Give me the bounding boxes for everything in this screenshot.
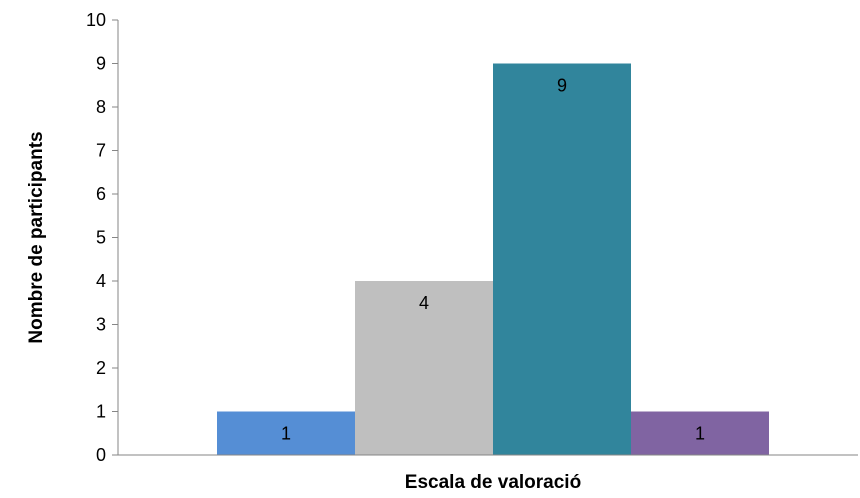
y-tick-label: 4 [96, 271, 106, 291]
y-tick-label: 6 [96, 184, 106, 204]
bar-series-2 [355, 281, 493, 455]
data-label-series-3: 9 [557, 76, 567, 96]
y-tick-label: 2 [96, 358, 106, 378]
bar-series-4 [631, 411, 769, 455]
y-tick-label: 3 [96, 315, 106, 335]
data-label-series-4: 1 [695, 424, 705, 444]
bar-series-3 [493, 63, 631, 455]
y-tick-label: 1 [96, 402, 106, 422]
y-tick-label: 10 [86, 10, 106, 30]
data-label-series-1: 1 [281, 424, 291, 444]
y-axis-title: Nombre de participants [26, 131, 47, 343]
data-label-group: 1 4 9 1 [281, 76, 705, 444]
bar-group [217, 63, 769, 455]
y-axis: 0 1 2 3 4 5 6 7 8 9 10 [86, 10, 119, 465]
y-tick-label: 7 [96, 141, 106, 161]
y-tick-label: 9 [96, 54, 106, 74]
x-axis-title: Escala de valoració [405, 472, 581, 493]
y-tick-label: 8 [96, 97, 106, 117]
bar-series-1 [217, 411, 355, 455]
y-tick-label: 5 [96, 228, 106, 248]
data-label-series-2: 4 [419, 293, 429, 313]
y-tick-label: 0 [96, 445, 106, 465]
